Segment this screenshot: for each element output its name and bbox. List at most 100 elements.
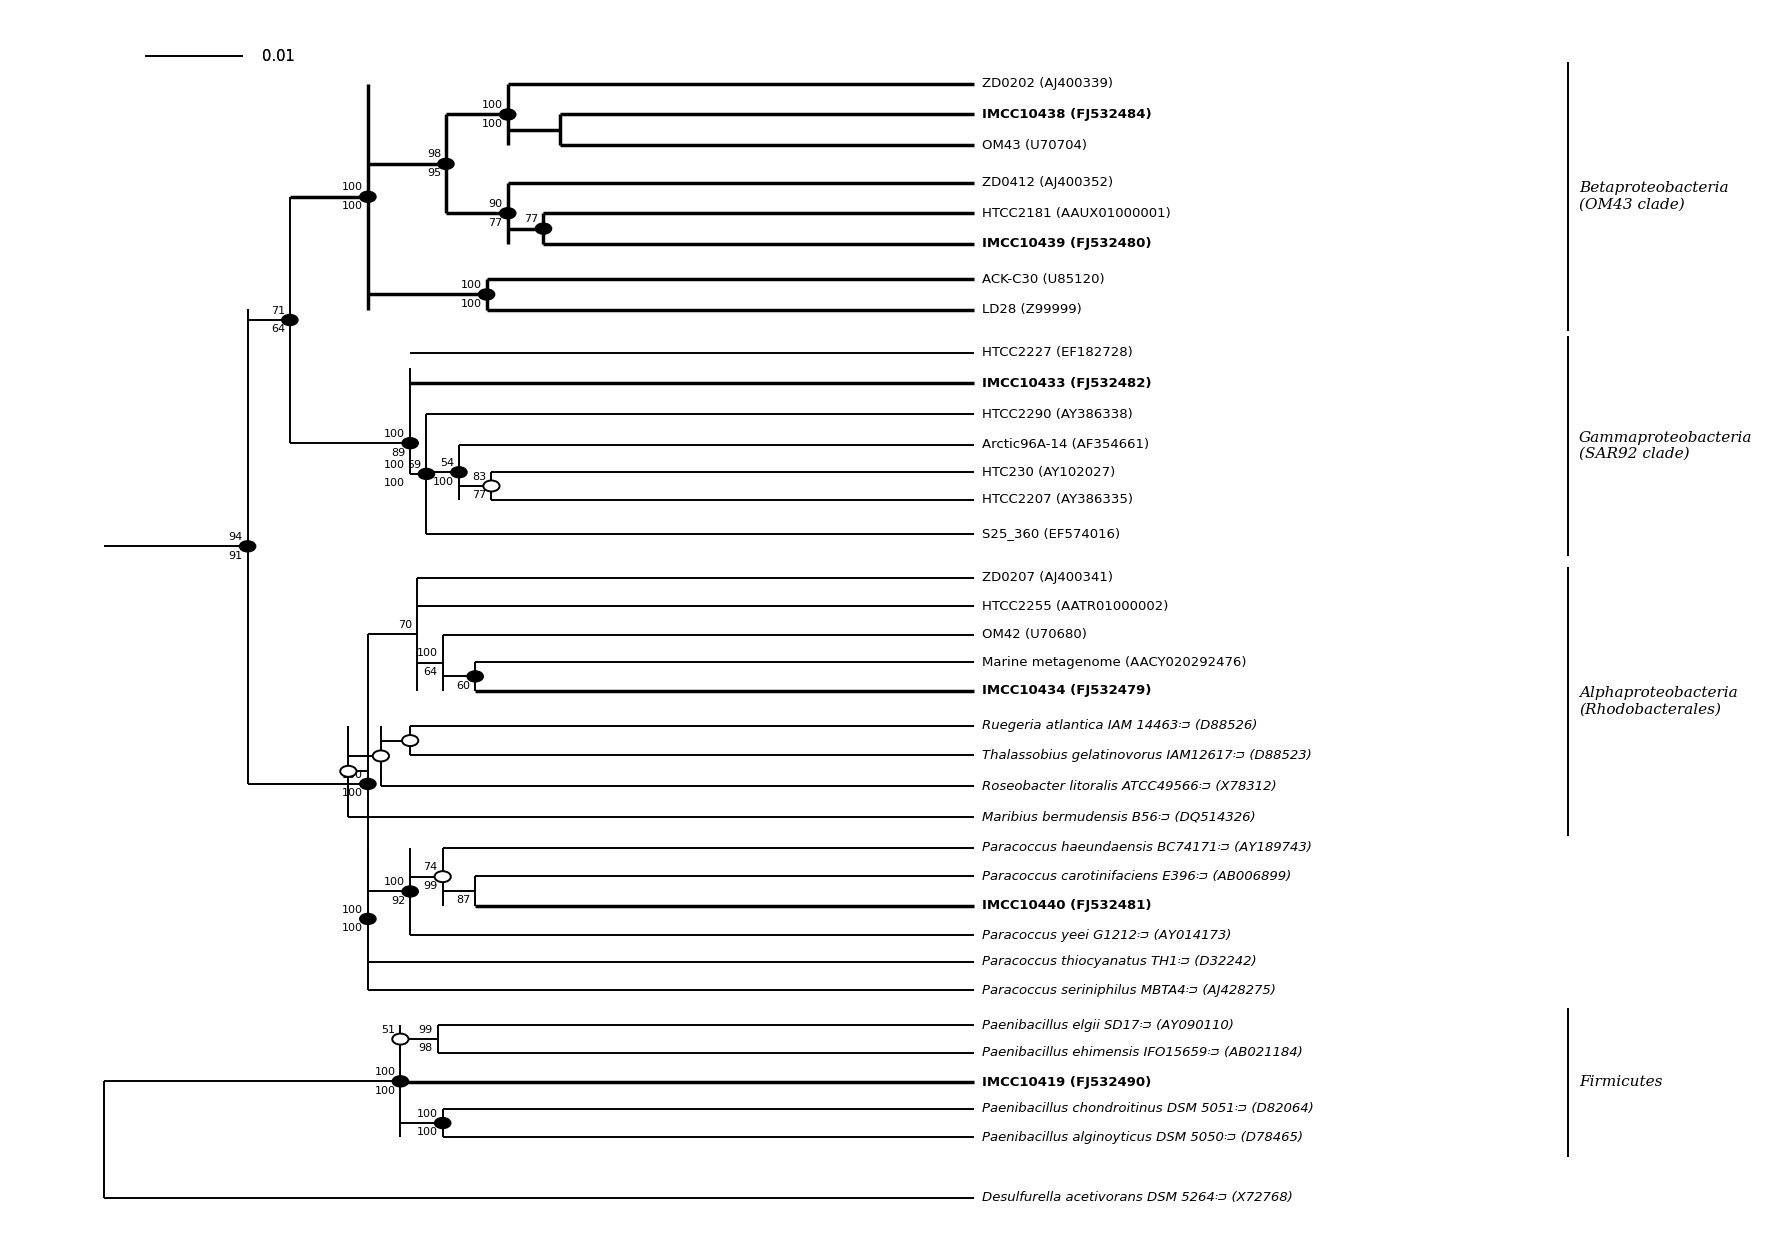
Text: 100: 100 xyxy=(417,1127,438,1137)
Text: ZD0202 (AJ400339): ZD0202 (AJ400339) xyxy=(983,78,1114,90)
Text: 77: 77 xyxy=(525,214,539,224)
Text: 100: 100 xyxy=(375,1086,396,1096)
Text: Firmicutes: Firmicutes xyxy=(1579,1076,1662,1090)
Text: 100: 100 xyxy=(384,459,405,469)
Text: IMCC10440 (FJ532481): IMCC10440 (FJ532481) xyxy=(983,899,1153,912)
Text: 100: 100 xyxy=(341,770,362,780)
Text: IMCC10433 (FJ532482): IMCC10433 (FJ532482) xyxy=(983,377,1153,390)
Text: 99: 99 xyxy=(419,1025,433,1035)
Text: 100: 100 xyxy=(384,429,405,439)
Text: 100: 100 xyxy=(341,789,362,799)
Text: 100: 100 xyxy=(341,904,362,914)
Text: 100: 100 xyxy=(483,119,502,129)
Text: Arctic96A-14 (AF354661): Arctic96A-14 (AF354661) xyxy=(983,439,1149,451)
Text: ZD0207 (AJ400341): ZD0207 (AJ400341) xyxy=(983,571,1114,584)
Text: 100: 100 xyxy=(461,280,481,290)
Text: 77: 77 xyxy=(472,490,486,500)
Circle shape xyxy=(467,671,483,682)
Text: IMCC10438 (FJ532484): IMCC10438 (FJ532484) xyxy=(983,108,1153,120)
Text: 77: 77 xyxy=(488,218,502,228)
Text: 64: 64 xyxy=(424,667,438,677)
Text: IMCC10434 (FJ532479): IMCC10434 (FJ532479) xyxy=(983,685,1151,697)
Text: Paenibacillus elgii SD17ᴞ (AY090110): Paenibacillus elgii SD17ᴞ (AY090110) xyxy=(983,1018,1234,1032)
Circle shape xyxy=(435,872,451,882)
Text: HTCC2255 (AATR01000002): HTCC2255 (AATR01000002) xyxy=(983,599,1169,613)
Text: 95: 95 xyxy=(426,168,440,178)
Circle shape xyxy=(536,223,552,234)
Text: 100: 100 xyxy=(375,1067,396,1077)
Circle shape xyxy=(359,779,377,790)
Text: 83: 83 xyxy=(472,472,486,482)
Text: 98: 98 xyxy=(426,149,440,159)
Circle shape xyxy=(435,1117,451,1129)
Circle shape xyxy=(438,158,454,169)
Text: Paenibacillus ehimensis IFO15659ᴞ (AB021184): Paenibacillus ehimensis IFO15659ᴞ (AB021… xyxy=(983,1046,1303,1060)
Text: ACK-C30 (U85120): ACK-C30 (U85120) xyxy=(983,272,1105,286)
Text: 100: 100 xyxy=(461,298,481,308)
Circle shape xyxy=(401,438,419,449)
Text: Marine metagenome (AACY020292476): Marine metagenome (AACY020292476) xyxy=(983,656,1246,668)
Text: HTC230 (AY102027): HTC230 (AY102027) xyxy=(983,465,1116,479)
Text: Alphaproteobacteria
(Rhodobacterales): Alphaproteobacteria (Rhodobacterales) xyxy=(1579,686,1738,716)
Text: 90: 90 xyxy=(488,199,502,209)
Text: Paracoccus seriniphilus MBTA4ᴞ (AJ428275): Paracoccus seriniphilus MBTA4ᴞ (AJ428275… xyxy=(983,983,1276,997)
Text: 100: 100 xyxy=(384,478,405,488)
Text: Maribius bermudensis B56ᴞ (DQ514326): Maribius bermudensis B56ᴞ (DQ514326) xyxy=(983,810,1255,824)
Text: 100: 100 xyxy=(417,1109,438,1119)
Text: IMCC10439 (FJ532480): IMCC10439 (FJ532480) xyxy=(983,237,1153,251)
Text: 60: 60 xyxy=(456,681,470,691)
Text: 100: 100 xyxy=(433,477,454,487)
Text: Roseobacter litoralis ATCC49566ᴞ (X78312): Roseobacter litoralis ATCC49566ᴞ (X78312… xyxy=(983,780,1276,793)
Text: Gammaproteobacteria
(SAR92 clade): Gammaproteobacteria (SAR92 clade) xyxy=(1579,431,1752,461)
Circle shape xyxy=(392,1033,408,1045)
Text: Paenibacillus chondroitinus DSM 5051ᴞ (D82064): Paenibacillus chondroitinus DSM 5051ᴞ (D… xyxy=(983,1102,1314,1115)
Text: 59: 59 xyxy=(407,459,421,469)
Text: Paracoccus yeei G1212ᴞ (AY014173): Paracoccus yeei G1212ᴞ (AY014173) xyxy=(983,929,1232,942)
Text: Paracoccus haeundaensis BC74171ᴞ (AY189743): Paracoccus haeundaensis BC74171ᴞ (AY1897… xyxy=(983,841,1312,854)
Circle shape xyxy=(500,109,516,120)
Text: Ruegeria atlantica IAM 14463ᴞ (D88526): Ruegeria atlantica IAM 14463ᴞ (D88526) xyxy=(983,720,1257,732)
Text: 87: 87 xyxy=(456,895,470,905)
Text: 74: 74 xyxy=(424,863,438,873)
Circle shape xyxy=(239,540,256,552)
Text: Paracoccus thiocyanatus TH1ᴞ (D32242): Paracoccus thiocyanatus TH1ᴞ (D32242) xyxy=(983,956,1257,968)
Circle shape xyxy=(483,480,500,492)
Circle shape xyxy=(451,466,467,478)
Text: HTCC2207 (AY386335): HTCC2207 (AY386335) xyxy=(983,493,1133,507)
Circle shape xyxy=(339,766,357,776)
Text: 94: 94 xyxy=(228,532,242,542)
Text: Paenibacillus alginoyticus DSM 5050ᴞ (D78465): Paenibacillus alginoyticus DSM 5050ᴞ (D7… xyxy=(983,1131,1303,1144)
Text: 100: 100 xyxy=(483,100,502,110)
Text: 0.01: 0.01 xyxy=(262,49,295,64)
Text: 100: 100 xyxy=(341,923,362,933)
Text: 100: 100 xyxy=(341,201,362,211)
Text: 0.01: 0.01 xyxy=(262,49,295,64)
Circle shape xyxy=(401,887,419,897)
Text: 70: 70 xyxy=(398,619,412,630)
Text: 89: 89 xyxy=(391,448,405,458)
Text: OM42 (U70680): OM42 (U70680) xyxy=(983,628,1087,641)
Text: 99: 99 xyxy=(424,882,438,892)
Text: 51: 51 xyxy=(382,1025,396,1035)
Circle shape xyxy=(401,735,419,746)
Text: HTCC2181 (AAUX01000001): HTCC2181 (AAUX01000001) xyxy=(983,207,1170,219)
Circle shape xyxy=(392,1076,408,1087)
Text: Betaproteobacteria
(OM43 clade): Betaproteobacteria (OM43 clade) xyxy=(1579,181,1729,212)
Text: 64: 64 xyxy=(271,325,285,335)
Text: 71: 71 xyxy=(271,306,285,316)
Text: 92: 92 xyxy=(391,895,405,905)
Text: ZD0412 (AJ400352): ZD0412 (AJ400352) xyxy=(983,176,1114,189)
Text: Desulfurella acetivorans DSM 5264ᴞ (X72768): Desulfurella acetivorans DSM 5264ᴞ (X727… xyxy=(983,1191,1292,1204)
Text: 91: 91 xyxy=(228,551,242,561)
Text: LD28 (Z99999): LD28 (Z99999) xyxy=(983,303,1082,316)
Text: IMCC10419 (FJ532490): IMCC10419 (FJ532490) xyxy=(983,1076,1151,1088)
Text: 100: 100 xyxy=(384,877,405,887)
Text: HTCC2290 (AY386338): HTCC2290 (AY386338) xyxy=(983,408,1133,420)
Circle shape xyxy=(479,288,495,300)
Circle shape xyxy=(359,192,377,202)
Circle shape xyxy=(419,469,435,479)
Text: 100: 100 xyxy=(417,648,438,658)
Circle shape xyxy=(373,750,389,761)
Text: 100: 100 xyxy=(341,182,362,192)
Text: S25_360 (EF574016): S25_360 (EF574016) xyxy=(983,527,1121,540)
